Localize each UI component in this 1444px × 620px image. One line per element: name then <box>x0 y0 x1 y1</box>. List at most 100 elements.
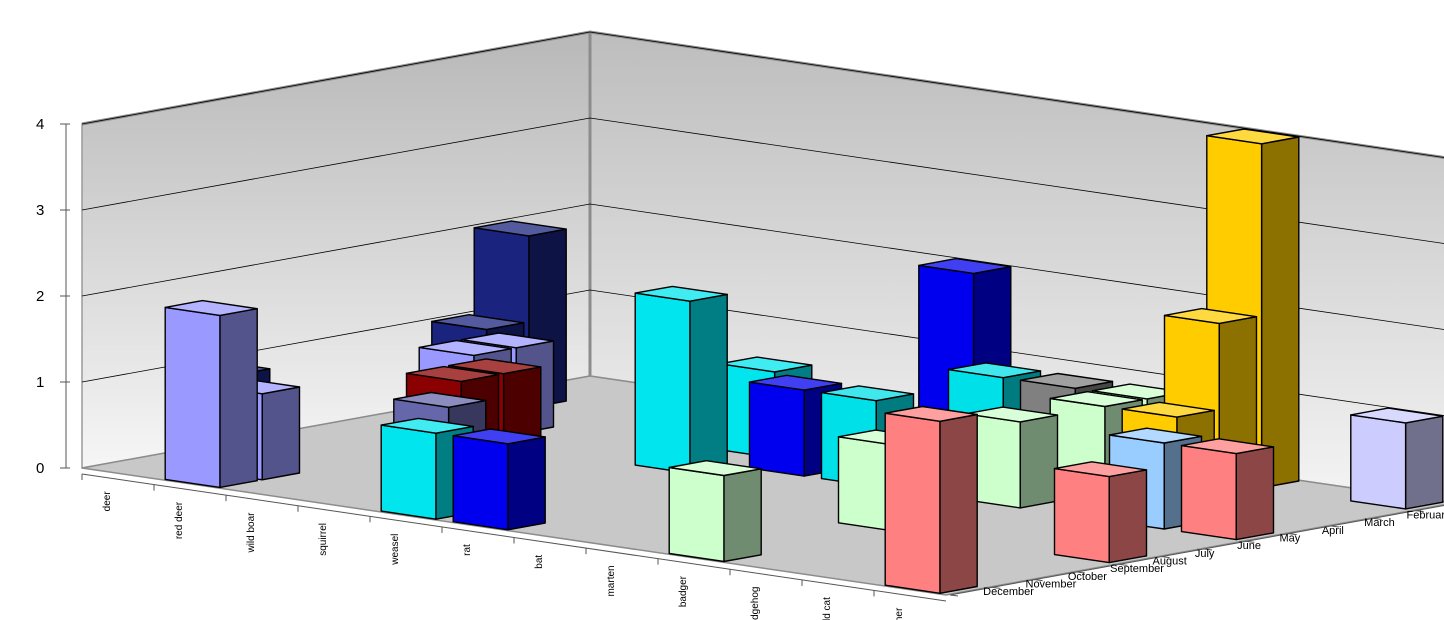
z-tick-label: 2 <box>36 288 44 305</box>
bar-side <box>1235 446 1275 541</box>
x-tick-label: rat <box>462 544 473 556</box>
bar-badger-may <box>964 406 1059 509</box>
x-tick-label: deer <box>102 491 113 512</box>
bar-front <box>1180 444 1237 541</box>
bar-top <box>431 314 525 331</box>
x-tick-label: marten <box>606 565 617 596</box>
bar-top <box>405 365 500 383</box>
bar-top <box>393 391 487 408</box>
y-tick-label: May <box>1280 533 1301 545</box>
bar-top <box>1053 461 1148 478</box>
x-tick-label: red deer <box>174 501 185 539</box>
bar-top <box>947 362 1042 379</box>
bar-front <box>380 424 437 520</box>
bar-top <box>1180 438 1275 455</box>
gridline-4 <box>81 31 1444 158</box>
bar-front <box>748 381 805 477</box>
x-tick-label: bat <box>534 555 545 569</box>
y-tick-label: August <box>1153 556 1187 568</box>
bar-side <box>507 436 546 531</box>
y-tick-mark <box>1246 540 1255 543</box>
x-tick-label: other <box>894 607 905 620</box>
bar-top <box>1108 427 1203 444</box>
x-tick-label: badger <box>678 575 689 607</box>
bar-side <box>219 308 258 489</box>
bar-side <box>1404 415 1444 510</box>
bar-weasel-june <box>634 285 728 474</box>
bar-other-august <box>1053 461 1148 564</box>
y-tick-label: July <box>1195 548 1215 560</box>
z-tick-label: 1 <box>36 374 44 391</box>
bar-front <box>164 306 221 489</box>
bar-front <box>452 435 509 531</box>
y-tick-label: November <box>1026 579 1077 591</box>
y-tick-mark <box>1161 556 1170 559</box>
bar-front <box>1053 467 1110 564</box>
y-tick-label: April <box>1322 525 1344 537</box>
y-tick-label: September <box>1110 563 1164 575</box>
x-tick-label: hedgehog <box>750 587 761 620</box>
bar-side <box>1260 136 1300 489</box>
y-tick-mark <box>1076 571 1086 574</box>
z-tick-label: 0 <box>36 460 44 477</box>
x-tick-label: weasel <box>390 534 401 566</box>
labels-layer: 0 1 2 3 4 deer red deer wild boar squirrel weasel… <box>36 116 1444 620</box>
bar-rat-december <box>452 428 546 531</box>
bar-side <box>261 386 301 481</box>
y-tick-label: March <box>1364 517 1395 529</box>
bar-other-may <box>1180 438 1275 541</box>
y-tick-mark <box>949 594 959 597</box>
bar-top <box>884 405 978 422</box>
bar-side <box>1019 414 1059 509</box>
y-tick-label: June <box>1237 540 1261 552</box>
y-tick-mark <box>1415 510 1424 513</box>
z-tick-label: 3 <box>36 202 44 219</box>
bar-side <box>939 413 978 594</box>
x-tick-label: wild boar <box>246 512 257 554</box>
bar-other-january <box>1350 407 1444 510</box>
axes-layer <box>60 123 1444 602</box>
bar-top <box>1206 128 1300 145</box>
bar-front <box>1350 414 1407 510</box>
y-tick-mark <box>1330 525 1340 528</box>
y-tick-mark <box>1034 579 1043 582</box>
bar-top <box>820 385 915 402</box>
y-tick-mark <box>1119 563 1128 566</box>
bar-front <box>668 466 725 563</box>
bar-top <box>668 460 762 477</box>
bar-front <box>634 292 691 474</box>
y-tick-mark <box>1373 517 1382 520</box>
bar-top <box>164 299 258 317</box>
bar-badger-december <box>668 460 762 563</box>
bar-side <box>1108 469 1148 564</box>
bar-top <box>964 406 1059 423</box>
z-tick-label: 4 <box>36 116 44 133</box>
y-tick-label: December <box>983 586 1034 598</box>
y-tick-label: February <box>1407 510 1444 522</box>
bar-side <box>723 468 762 563</box>
bar-top <box>719 356 813 373</box>
bars-layer <box>164 128 1444 594</box>
bar-top <box>380 417 474 434</box>
bar-top <box>918 257 1012 275</box>
bar-top <box>418 339 512 357</box>
bar-top <box>452 428 546 445</box>
y-tick-mark <box>992 586 1001 589</box>
bar-top <box>473 220 567 237</box>
bar-top <box>448 358 542 375</box>
x-tick-label: wild cat <box>822 597 833 620</box>
gridline-2 <box>81 203 1444 330</box>
bar-top <box>1350 407 1444 424</box>
bar-top <box>748 374 843 391</box>
bar-side <box>689 293 728 474</box>
bar-top <box>1121 401 1215 418</box>
x-tick-label: squirrel <box>318 523 329 556</box>
gridline-3 <box>81 117 1444 244</box>
y-tick-mark <box>1203 548 1213 551</box>
bar-top <box>460 332 555 349</box>
bar-top <box>1163 307 1258 325</box>
bar-red-deer-december <box>164 299 258 489</box>
bar-front <box>884 412 941 594</box>
